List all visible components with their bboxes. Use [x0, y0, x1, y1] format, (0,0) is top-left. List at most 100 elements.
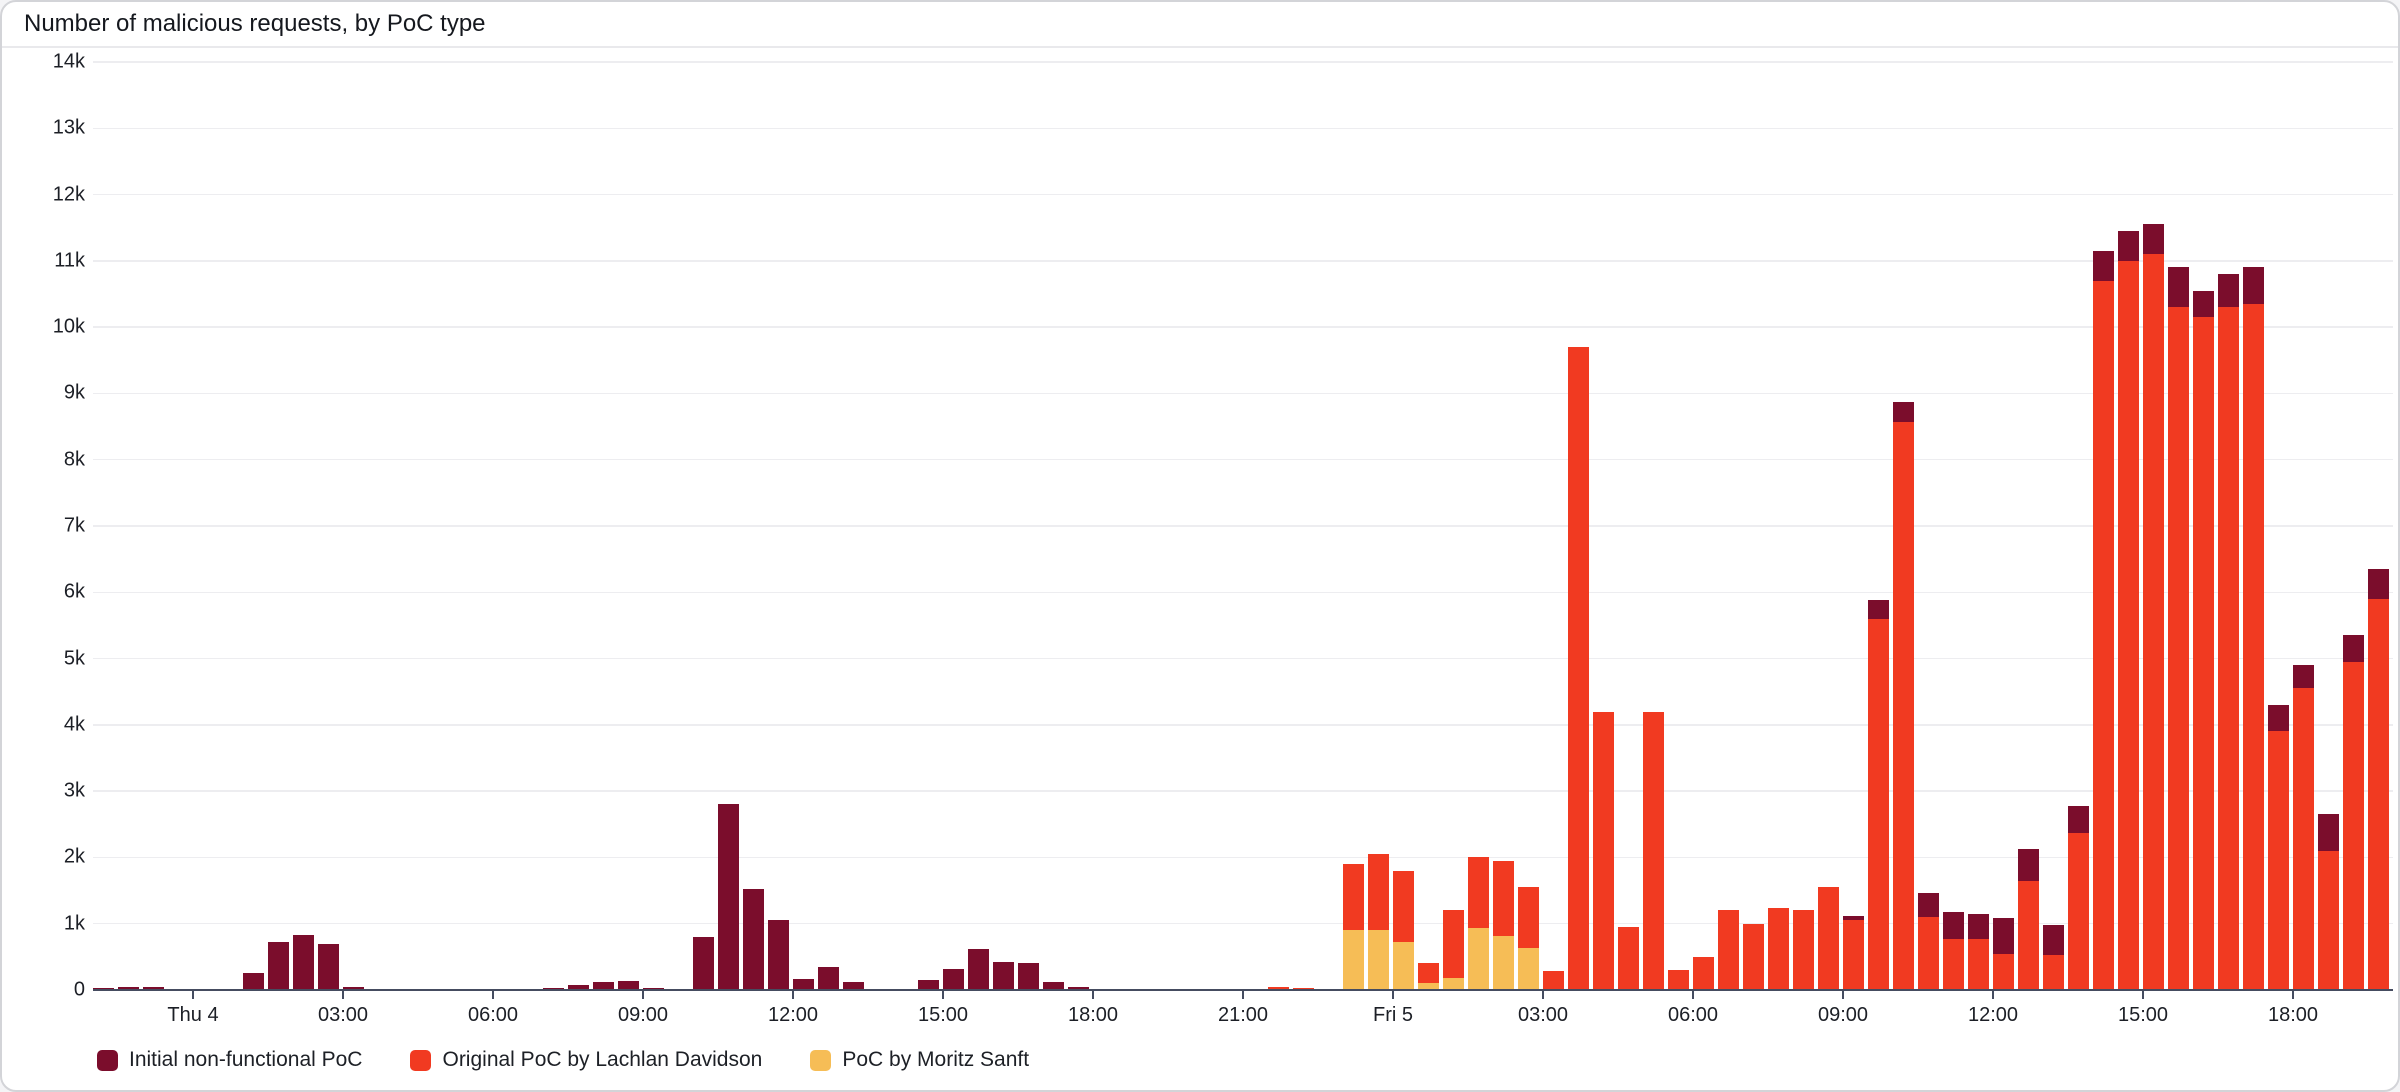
bar-segment[interactable]: [1018, 963, 1039, 990]
bar-segment[interactable]: [1993, 918, 2014, 954]
legend-item[interactable]: Original PoC by Lachlan Davidson: [410, 1048, 762, 1072]
bar-segment[interactable]: [1543, 971, 1564, 990]
bar-segment[interactable]: [1493, 935, 1514, 990]
bar-segment[interactable]: [1418, 963, 1439, 984]
bar-segment[interactable]: [2043, 954, 2064, 990]
bar-segment[interactable]: [1418, 983, 1439, 990]
bar-segment[interactable]: [643, 988, 664, 990]
bar-segment[interactable]: [2343, 661, 2364, 990]
legend-item[interactable]: PoC by Moritz Sanft: [810, 1048, 1029, 1072]
bar-segment[interactable]: [1468, 928, 1489, 990]
bar-segment[interactable]: [1943, 938, 1964, 990]
bar-segment[interactable]: [243, 973, 264, 990]
bar-segment[interactable]: [1793, 910, 1814, 990]
bar-segment[interactable]: [843, 982, 864, 990]
bar-segment[interactable]: [793, 978, 814, 990]
bar-segment[interactable]: [743, 889, 764, 990]
bar-segment[interactable]: [2243, 267, 2264, 304]
bar-segment[interactable]: [1818, 886, 1839, 990]
bar-segment[interactable]: [2018, 880, 2039, 990]
bar-segment[interactable]: [2118, 260, 2139, 990]
bar-segment[interactable]: [1368, 930, 1389, 990]
bar-segment[interactable]: [2143, 224, 2164, 255]
bar-segment[interactable]: [2093, 250, 2114, 281]
legend-item[interactable]: Initial non-functional PoC: [97, 1048, 362, 1072]
bar-segment[interactable]: [1393, 870, 1414, 942]
bar-segment[interactable]: [1918, 892, 1939, 918]
bar-segment[interactable]: [993, 962, 1014, 990]
bar-segment[interactable]: [1268, 987, 1289, 990]
bar-segment[interactable]: [1843, 915, 1864, 921]
bar-segment[interactable]: [2268, 731, 2289, 990]
bar-segment[interactable]: [1893, 421, 1914, 990]
bar-segment[interactable]: [1043, 982, 1064, 990]
bar-segment[interactable]: [2068, 832, 2089, 990]
bar-segment[interactable]: [1893, 402, 1914, 422]
bar-segment[interactable]: [1368, 854, 1389, 931]
bar-segment[interactable]: [2318, 850, 2339, 990]
bar-segment[interactable]: [268, 941, 289, 990]
bar-segment[interactable]: [543, 988, 564, 990]
bar-segment[interactable]: [1843, 920, 1864, 990]
bar-segment[interactable]: [2043, 924, 2064, 955]
bar-segment[interactable]: [1293, 988, 1314, 990]
bar-segment[interactable]: [2293, 665, 2314, 689]
bar-segment[interactable]: [2243, 303, 2264, 990]
bar-segment[interactable]: [293, 934, 314, 990]
bar-segment[interactable]: [2318, 814, 2339, 851]
bar-segment[interactable]: [1968, 913, 1989, 939]
bar-segment[interactable]: [2168, 307, 2189, 990]
bar-segment[interactable]: [2218, 307, 2239, 990]
bar-segment[interactable]: [1718, 910, 1739, 990]
bar-segment[interactable]: [1443, 978, 1464, 990]
bar-segment[interactable]: [2293, 688, 2314, 990]
bar-segment[interactable]: [1443, 910, 1464, 979]
bar-segment[interactable]: [1943, 911, 1964, 939]
bar-segment[interactable]: [143, 986, 164, 990]
bar-segment[interactable]: [1868, 619, 1889, 990]
bar-segment[interactable]: [1568, 347, 1589, 990]
bar-segment[interactable]: [2193, 290, 2214, 318]
bar-segment[interactable]: [2343, 635, 2364, 662]
bar-segment[interactable]: [2193, 317, 2214, 990]
bar-segment[interactable]: [693, 936, 714, 990]
bar-segment[interactable]: [2143, 254, 2164, 990]
bar-segment[interactable]: [768, 919, 789, 990]
bar-segment[interactable]: [118, 986, 139, 990]
bar-segment[interactable]: [2118, 231, 2139, 261]
bar-segment[interactable]: [1518, 887, 1539, 948]
bar-segment[interactable]: [1343, 930, 1364, 990]
bar-segment[interactable]: [2218, 274, 2239, 308]
bar-segment[interactable]: [2093, 280, 2114, 990]
bar-segment[interactable]: [343, 987, 364, 990]
bar-segment[interactable]: [593, 982, 614, 990]
bar-segment[interactable]: [2018, 849, 2039, 881]
bar-segment[interactable]: [1393, 941, 1414, 990]
bar-segment[interactable]: [1668, 970, 1689, 990]
bar-segment[interactable]: [618, 980, 639, 990]
bar-segment[interactable]: [2368, 598, 2389, 990]
bar-segment[interactable]: [1643, 711, 1664, 990]
bar-segment[interactable]: [1493, 860, 1514, 936]
bar-segment[interactable]: [2168, 267, 2189, 308]
bar-segment[interactable]: [1743, 923, 1764, 990]
bar-segment[interactable]: [2368, 569, 2389, 599]
bar-segment[interactable]: [1068, 987, 1089, 990]
bar-segment[interactable]: [1993, 953, 2014, 990]
bar-segment[interactable]: [318, 943, 339, 990]
bar-segment[interactable]: [718, 804, 739, 990]
bar-segment[interactable]: [818, 966, 839, 990]
bar-segment[interactable]: [968, 948, 989, 990]
bar-segment[interactable]: [93, 988, 114, 990]
bar-segment[interactable]: [1518, 947, 1539, 990]
bar-segment[interactable]: [1768, 908, 1789, 990]
bar-segment[interactable]: [1468, 857, 1489, 929]
bar-segment[interactable]: [918, 980, 939, 990]
bar-segment[interactable]: [1918, 917, 1939, 990]
bar-segment[interactable]: [1593, 711, 1614, 990]
bar-segment[interactable]: [1868, 600, 1889, 620]
bar-segment[interactable]: [1968, 938, 1989, 990]
bar-segment[interactable]: [1618, 927, 1639, 990]
bar-segment[interactable]: [2068, 806, 2089, 833]
bar-segment[interactable]: [2268, 704, 2289, 732]
